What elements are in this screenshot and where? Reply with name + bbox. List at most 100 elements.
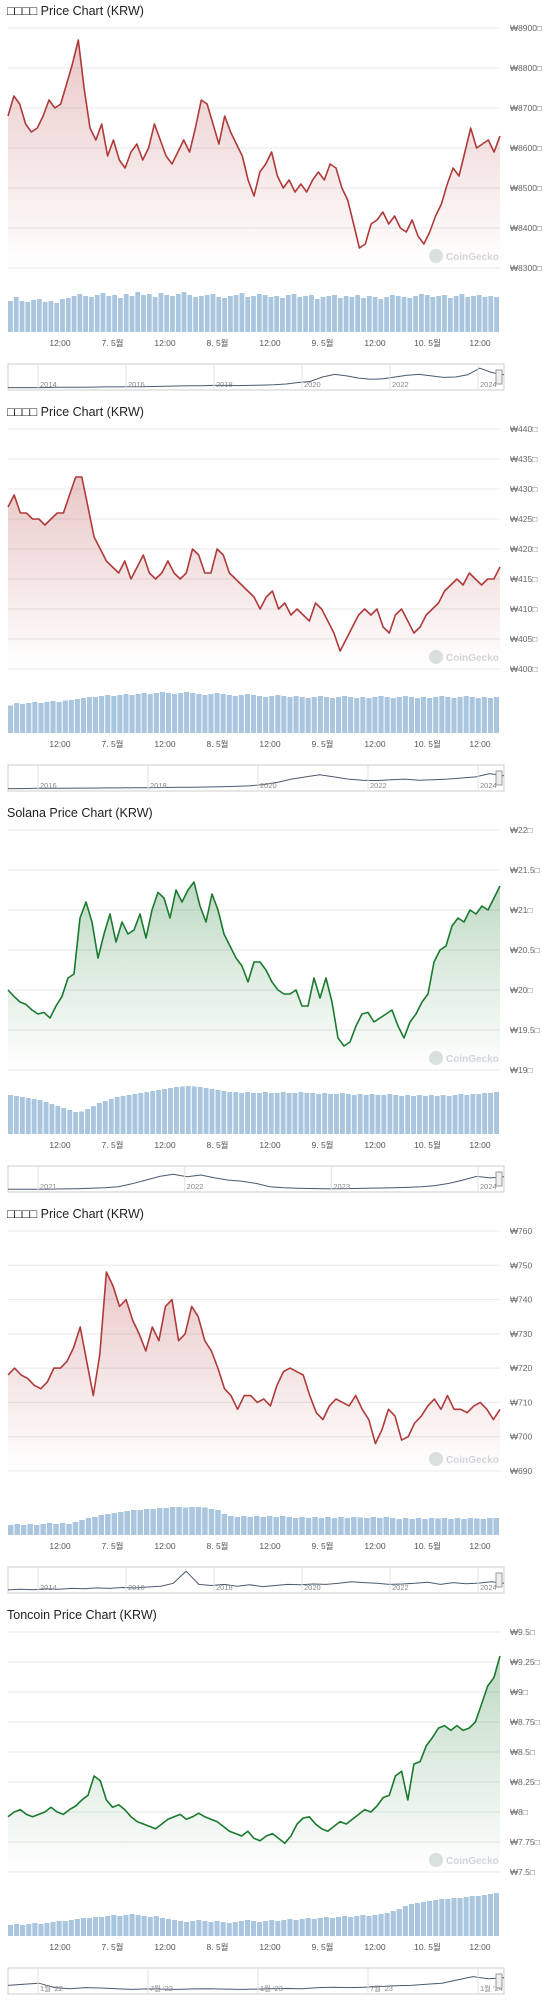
price-line[interactable] [7,39,501,249]
y-tick-label: ₩8700□ [510,103,542,113]
y-tick-label: ₩7.5□ [510,1867,535,1877]
x-tick-label: 7. 5월 [102,1140,124,1150]
volume-bar [172,694,178,733]
volume-bar [74,699,80,733]
volume-bar [38,703,44,733]
price-chart-svg[interactable]: ₩440□ ₩435□ ₩430□ ₩425□ ₩420□ ₩415□ ₩410□ ₩405□… [0,401,550,802]
volume-bar [447,298,453,332]
x-tick-label: 8. 5월 [207,338,229,348]
volume-bar [129,296,135,332]
volume-bar [37,1100,43,1134]
navigator-handle[interactable] [495,1572,503,1588]
volume-bar [190,1921,196,1936]
volume-bar [354,1916,360,1936]
volume-bar [164,295,170,332]
volume-bar [135,694,141,733]
navigator-handle[interactable] [495,1973,503,1989]
volume-bar [220,694,226,733]
navigator-year-label: 2022 [370,781,387,790]
price-chart-svg[interactable]: ₩22□ ₩21.5□ ₩21□ ₩20.5□ ₩20□ ₩19.5□ ₩19□ CoinGe… [0,802,550,1203]
volume-bar [422,1519,428,1535]
volume-bar [407,298,413,332]
volume-bar [108,1099,114,1134]
chart-panel: □□□□ Price Chart (KRW) ₩440□ ₩435□ ₩430□ ₩42… [0,401,550,802]
volume-bar [262,1092,268,1134]
price-line[interactable] [7,1271,501,1445]
volume-bar [118,1512,124,1535]
volume-bar [471,296,476,332]
volume-bar [275,695,281,733]
volume-bar [56,1921,62,1936]
navigator-year-label: 2014 [40,380,57,389]
navigator-year-label: 7월 '22 [150,1983,173,1993]
volume-bar [112,295,117,332]
volume-bar [185,1086,191,1134]
volume-bar [475,698,481,733]
navigator-handle[interactable] [495,369,503,385]
range-navigator[interactable] [7,363,505,391]
volume-bar [141,295,146,332]
volume-bar [202,1507,208,1535]
volume-bar [390,698,396,733]
volume-bar [424,295,430,332]
volume-bar [343,296,349,332]
volume-bar [60,299,65,332]
y-tick-label: ₩760 [510,1226,532,1236]
range-navigator[interactable] [7,1165,505,1193]
volume-bar [384,297,389,332]
x-tick-label: 12:00 [49,1942,71,1952]
y-tick-label: ₩750 [510,1260,532,1270]
volume-bar [452,1095,458,1134]
volume-bar [448,1519,454,1535]
y-tick-label: ₩8.5□ [510,1747,535,1757]
volume-bar [305,1518,312,1535]
svg-text:CoinGecko: CoinGecko [446,1455,499,1466]
navigator-year-label: 2021 [40,1182,57,1191]
price-chart-svg[interactable]: ₩760 ₩750 ₩740 ₩730 ₩720 ₩710 ₩700 ₩690 CoinGeck… [0,1203,550,1604]
volume-bar [221,1091,227,1134]
navigator-year-label: 2014 [40,1583,57,1592]
price-line[interactable] [7,476,501,652]
volume-bar [474,1518,480,1535]
volume-bar [402,696,408,733]
volume-bar [399,1096,405,1134]
volume-bar [291,294,297,332]
navigator-year-label: 1월 '23 [260,1983,283,1993]
volume-bar [348,697,354,733]
volume-bar [31,1099,37,1134]
price-line[interactable] [7,881,501,1047]
volume-bar [345,1094,351,1134]
price-area [8,40,500,268]
volume-bar [366,1916,372,1936]
volume-bar [31,300,36,332]
range-navigator[interactable] [7,1967,505,1995]
volume-bar [348,1917,354,1936]
price-chart-svg[interactable]: ₩9.5□ ₩9.25□ ₩9□ ₩8.75□ ₩8.5□ ₩8.25□ ₩8□ ₩7.75□… [0,1604,550,2005]
volume-bar [141,693,147,733]
volume-bar [85,1109,90,1134]
range-navigator[interactable] [7,764,505,792]
navigator-handle[interactable] [495,770,503,786]
price-chart-svg[interactable]: ₩8900□ ₩8800□ ₩8700□ ₩8600□ ₩8500□ ₩8400□ ₩830… [0,0,550,401]
volume-bar [303,296,308,332]
volume-bar [488,296,494,332]
coingecko-watermark: CoinGecko [429,1452,499,1466]
volume-bar [274,1093,280,1134]
price-line[interactable] [7,1655,501,1844]
volume-bar [42,302,48,332]
x-tick-label: 12:00 [364,739,386,749]
x-tick-label: 12:00 [364,1541,386,1551]
x-tick-label: 10. 5월 [414,1541,441,1551]
volume-bar [61,1108,67,1134]
volume-bar [326,296,332,332]
y-tick-label: ₩730 [510,1329,532,1339]
volume-bar [215,1090,221,1134]
volume-bar [227,1092,233,1134]
volume-bar [32,1923,38,1936]
volume-bar [46,1523,53,1535]
volume-bar [463,1897,469,1936]
volume-bar [163,1508,169,1535]
navigator-line [8,367,505,389]
navigator-handle[interactable] [495,1171,503,1187]
y-tick-label: ₩400□ [510,664,537,674]
